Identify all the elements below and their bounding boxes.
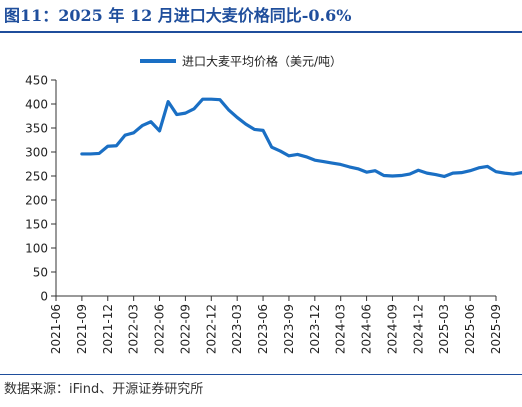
data-point [89, 152, 92, 155]
data-point [460, 171, 463, 174]
x-tick-label: 2023-06 [256, 304, 270, 354]
data-point [477, 166, 480, 169]
data-point [227, 108, 230, 111]
data-point [374, 169, 377, 172]
x-tick-label: 2025-09 [489, 304, 503, 354]
data-point [348, 165, 351, 168]
figure-title: 图11：2025 年 12 月进口大麦价格同比-0.6% [4, 6, 352, 25]
x-tick-label: 2021-09 [75, 304, 89, 354]
y-tick-label: 100 [25, 242, 48, 256]
source-note: 数据来源：iFind、开源证券研究所 [4, 382, 204, 397]
series-layer [80, 97, 522, 179]
chart-axes: 0 50 100 150 200 250 300 350 400 450 2021-06 2021-0… [25, 74, 503, 355]
data-point [382, 174, 385, 177]
data-point [158, 129, 161, 132]
x-tick-label: 2025-06 [463, 304, 477, 354]
data-point [149, 120, 152, 123]
data-point [132, 131, 135, 134]
data-point [80, 152, 83, 155]
source-divider [0, 374, 522, 375]
chart-legend: 进口大麦平均价格（美元/吨） [140, 54, 342, 69]
title-divider [0, 31, 522, 33]
x-tick-label: 2022-12 [204, 304, 218, 354]
data-point [287, 154, 290, 157]
x-tick-label: 2022-06 [153, 304, 167, 354]
data-point [124, 134, 127, 137]
data-point [313, 159, 316, 162]
y-tick-label: 50 [33, 266, 48, 280]
y-tick-label: 350 [25, 122, 48, 136]
x-tick-label: 2024-12 [411, 304, 425, 354]
data-point [451, 172, 454, 175]
data-point [512, 173, 515, 176]
x-tick-label: 2022-09 [178, 304, 192, 354]
data-point [175, 113, 178, 116]
data-point [503, 172, 506, 175]
data-point [201, 98, 204, 101]
y-tick-label: 150 [25, 218, 48, 232]
series-line [80, 97, 522, 179]
data-point [365, 171, 368, 174]
x-tick-label: 2023-03 [230, 304, 244, 354]
x-tick-label: 2021-06 [49, 304, 63, 354]
data-point [253, 128, 256, 131]
data-point [193, 107, 196, 110]
y-tick-label: 400 [25, 98, 48, 112]
y-tick-label: 450 [25, 74, 48, 88]
data-point [495, 170, 498, 173]
data-point [400, 174, 403, 177]
data-point [167, 100, 170, 103]
data-point [279, 150, 282, 153]
data-point [391, 175, 394, 178]
x-tick-label: 2022-03 [127, 304, 141, 354]
legend-label: 进口大麦平均价格（美元/吨） [182, 54, 342, 69]
data-point [262, 129, 265, 132]
y-tick-label: 200 [25, 194, 48, 208]
x-tick-label: 2023-09 [282, 304, 296, 354]
y-tick-label: 0 [40, 290, 48, 304]
data-point [218, 98, 221, 101]
x-tick-label: 2021-12 [101, 304, 115, 354]
x-tick-label: 2024-09 [385, 304, 399, 354]
data-point [244, 123, 247, 126]
data-point [184, 112, 187, 115]
data-point [305, 155, 308, 158]
data-point [356, 167, 359, 170]
data-point [296, 153, 299, 156]
data-point [331, 162, 334, 165]
x-tick-label: 2024-06 [360, 304, 374, 354]
data-point [339, 163, 342, 166]
data-point [443, 175, 446, 178]
data-point [270, 146, 273, 149]
data-point [425, 172, 428, 175]
data-point [106, 145, 109, 148]
data-point [469, 169, 472, 172]
data-point [115, 144, 118, 147]
x-tick-label: 2023-12 [308, 304, 322, 354]
data-point [408, 173, 411, 176]
data-point [322, 160, 325, 163]
data-point [417, 169, 420, 172]
data-point [236, 116, 239, 119]
x-tick-label: 2024-03 [334, 304, 348, 354]
x-tick-label: 2025-03 [437, 304, 451, 354]
data-point [210, 98, 213, 101]
data-point [98, 152, 101, 155]
data-point [434, 173, 437, 176]
data-point [486, 165, 489, 168]
y-tick-label: 250 [25, 170, 48, 184]
y-tick-label: 300 [25, 146, 48, 160]
data-point [141, 124, 144, 127]
